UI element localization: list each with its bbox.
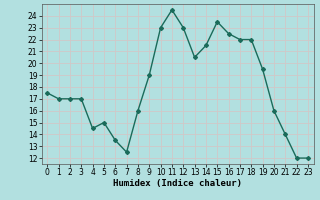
X-axis label: Humidex (Indice chaleur): Humidex (Indice chaleur) [113, 179, 242, 188]
